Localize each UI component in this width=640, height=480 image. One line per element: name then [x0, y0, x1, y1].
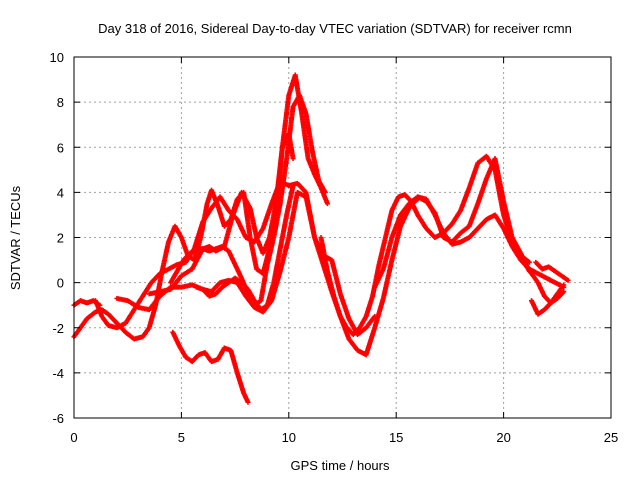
y-tick-label: 6 [57, 140, 64, 155]
series-track-12 [529, 282, 567, 317]
y-tick-label: -4 [52, 366, 64, 381]
series-track-13 [533, 259, 571, 283]
data-point-marker [97, 302, 103, 308]
data-point-marker [245, 399, 251, 405]
axis-ticks: 0 5 10 15 20 25 -6 -4 -2 0 2 4 6 8 10 [50, 50, 619, 445]
y-axis-label: SDTVAR / TECUs [8, 185, 23, 290]
series-track-7 [170, 329, 251, 405]
data-point-marker [290, 156, 296, 162]
data-series-layer [71, 72, 571, 405]
x-tick-label: 10 [282, 430, 296, 445]
grid-lines [73, 56, 612, 419]
y-tick-label: 0 [57, 276, 64, 291]
data-point-marker [561, 282, 567, 288]
data-point-marker [322, 189, 328, 195]
series-track-10 [397, 194, 567, 290]
y-tick-label: -2 [52, 321, 64, 336]
data-point-marker [290, 183, 296, 189]
series-track-6 [193, 183, 296, 313]
x-tick-label: 5 [178, 430, 185, 445]
x-tick-label: 20 [496, 430, 510, 445]
x-axis-label: GPS time / hours [291, 458, 390, 473]
y-tick-label: 4 [57, 185, 64, 200]
y-tick-label: 8 [57, 95, 64, 110]
y-tick-label: 10 [50, 50, 64, 65]
x-tick-label: 15 [389, 430, 403, 445]
y-tick-label: 2 [57, 231, 64, 246]
data-point-marker [565, 277, 571, 283]
x-tick-label: 0 [70, 430, 77, 445]
chart-title: Day 318 of 2016, Sidereal Day-to-day VTE… [98, 21, 572, 36]
x-tick-label: 25 [604, 430, 618, 445]
data-point-marker [561, 289, 567, 295]
y-tick-label: -6 [52, 411, 64, 426]
data-point-marker [324, 201, 330, 207]
